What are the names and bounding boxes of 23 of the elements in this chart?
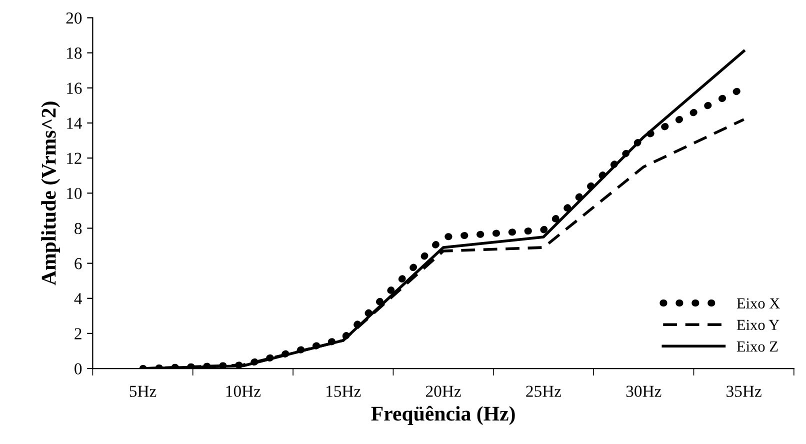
y-tick-label: 16: [67, 82, 82, 94]
y-tick-label: 6: [74, 258, 82, 270]
x-tick-label: 30Hz: [626, 386, 662, 397]
legend-label: Eixo Y: [736, 320, 780, 330]
x-axis-title: Freqüência (Hz): [371, 406, 515, 425]
y-tick-label: 4: [74, 293, 82, 304]
y-tick-label: 2: [74, 328, 82, 340]
y-tick-label: 10: [67, 188, 82, 200]
y-tick-label: 18: [67, 48, 82, 59]
legend-label: Eixo X: [736, 298, 780, 308]
y-axis-title: Amplitude (Vrms^2): [41, 102, 60, 286]
y-tick-label: 14: [67, 118, 82, 129]
x-tick-label: 35Hz: [726, 386, 762, 397]
y-tick-label: 8: [74, 222, 82, 234]
x-tick-label: 15Hz: [326, 386, 361, 397]
y-tick-label: 0: [74, 363, 82, 374]
x-tick-label: 10Hz: [226, 386, 261, 397]
x-tick-label: 5Hz: [130, 386, 156, 397]
y-tick-label: 20: [66, 12, 82, 24]
y-tick-label: 12: [67, 152, 82, 164]
x-tick-label: 20Hz: [426, 386, 461, 397]
legend-label: Eixo Z: [736, 341, 778, 352]
x-tick-label: 25Hz: [526, 386, 562, 397]
